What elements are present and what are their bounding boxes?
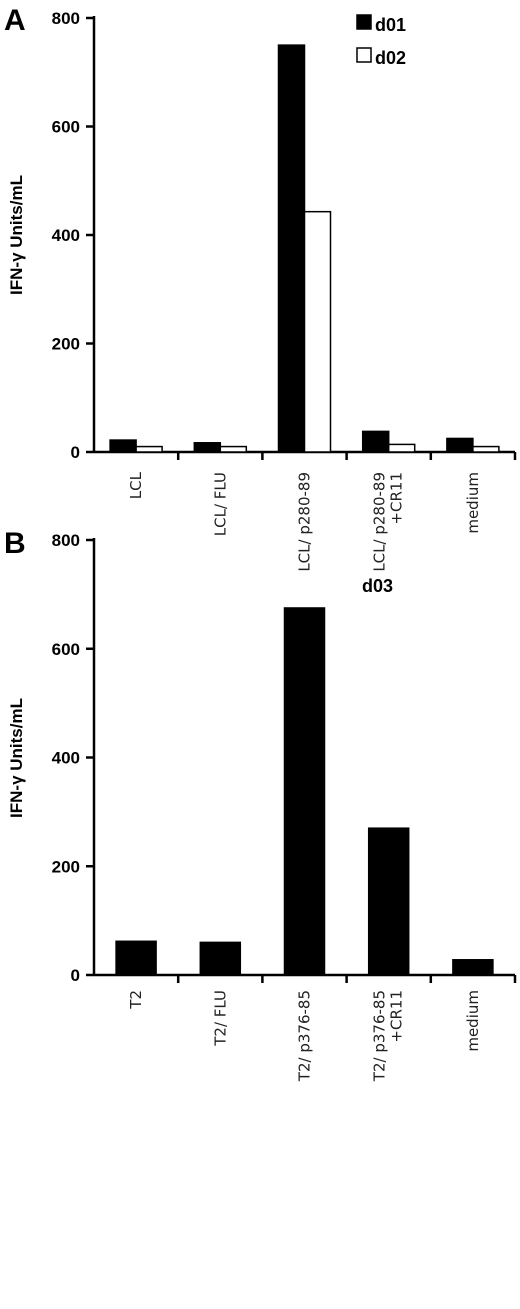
series-annotation: d03 <box>362 576 393 596</box>
panel-letter: A <box>4 4 26 37</box>
category-label-line: T2 <box>127 990 145 1010</box>
legend-swatch-d01 <box>356 14 372 30</box>
bar-d02-3 <box>387 443 416 453</box>
panel-letter: B <box>4 527 26 560</box>
chart-panel-b: B IFN-γ Units/mL 0 200 400 600 800 T2 T2/ FLU T2/… <box>4 527 517 1082</box>
bar-d02-2 <box>303 210 332 453</box>
y-tick-label: 0 <box>71 443 80 462</box>
category-label-line: LCL/ p280-89 <box>371 472 389 572</box>
legend-swatch-d02 <box>356 47 372 63</box>
category-label-line: medium <box>464 472 482 534</box>
bar-d03-3 <box>367 827 410 976</box>
y-tick-label: 0 <box>71 966 80 985</box>
category-label: T2/ FLU <box>211 990 229 1047</box>
bar-d02-0 <box>135 445 163 453</box>
category-label-line: T2/ FLU <box>211 990 229 1047</box>
category-label-line: +CR11 <box>388 990 406 1043</box>
category-label-line: T2/ p376-85 <box>371 990 389 1082</box>
bar-d02-1 <box>219 445 248 453</box>
bar-d01-3 <box>361 430 390 453</box>
legend-label-d02: d02 <box>375 48 406 68</box>
category-label-line: LCL <box>127 471 145 499</box>
category-label: T2/ p376-85 <box>296 990 314 1082</box>
bar-d02-4 <box>472 445 500 453</box>
bar-d03-0 <box>115 940 157 976</box>
bar-d01-2 <box>277 44 306 453</box>
y-tick-label: 200 <box>52 335 80 354</box>
category-label: T2 <box>127 990 145 1010</box>
y-tick-label: 600 <box>52 118 80 137</box>
category-label: T2/ p376-85+CR11 <box>371 990 406 1082</box>
bar-d03-2 <box>283 607 326 976</box>
category-label-line: LCL/ p280-89 <box>296 472 314 572</box>
category-label-line: +CR11 <box>388 472 406 525</box>
chart-panel-a: A IFN-γ Units/mL 0 200 400 600 800 LCL LCL/ FLU L… <box>4 4 517 572</box>
category-label-line: T2/ p376-85 <box>296 990 314 1082</box>
bar-d03-4 <box>452 959 494 976</box>
y-axis-label: IFN-γ Units/mL <box>7 698 26 818</box>
y-tick-label: 600 <box>52 640 80 659</box>
category-label: medium <box>464 990 482 1052</box>
bar-d01-0 <box>109 439 137 453</box>
legend-label-d01: d01 <box>375 15 406 35</box>
category-label: medium <box>464 472 482 534</box>
bar-d03-1 <box>199 941 242 976</box>
category-label: LCL <box>127 471 145 499</box>
y-tick-label: 400 <box>52 226 80 245</box>
bar-d01-1 <box>193 442 222 453</box>
y-tick-label: 800 <box>52 531 80 550</box>
category-label: LCL/ p280-89 <box>296 472 314 572</box>
category-label: LCL/ p280-89+CR11 <box>371 472 406 572</box>
y-axis-label: IFN-γ Units/mL <box>7 175 26 295</box>
y-tick-label: 200 <box>52 857 80 876</box>
category-label: LCL/ FLU <box>211 472 229 536</box>
category-label-line: medium <box>464 990 482 1052</box>
bar-d01-4 <box>446 437 474 453</box>
y-tick-label: 400 <box>52 749 80 768</box>
category-label-line: LCL/ FLU <box>211 472 229 536</box>
y-tick-label: 800 <box>52 9 80 28</box>
